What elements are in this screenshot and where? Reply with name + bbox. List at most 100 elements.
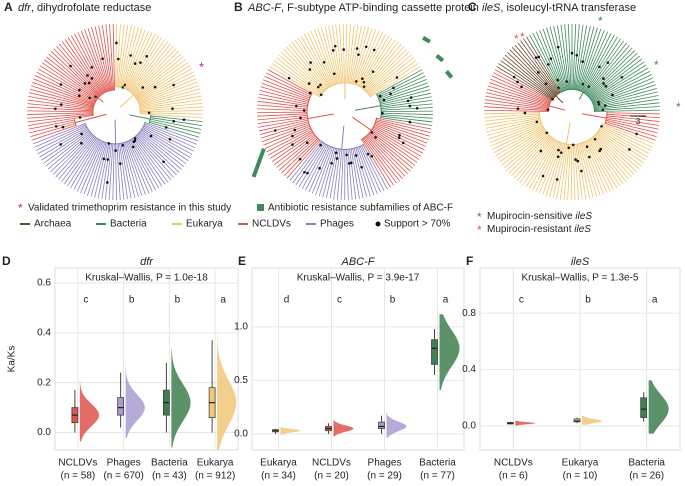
support-dot	[557, 46, 560, 49]
phylogenetic-tree	[27, 24, 203, 200]
count-label: (n = 34)	[261, 471, 296, 481]
tree-leaf	[501, 61, 554, 99]
tree-leaf	[56, 136, 94, 178]
support-dot	[537, 56, 540, 59]
support-dot	[291, 135, 294, 138]
group-letter: d	[284, 295, 290, 306]
group-letter: c	[337, 295, 342, 306]
phylogenetic-tree	[257, 24, 433, 200]
tree-leaf	[116, 24, 117, 87]
chart-title: ileS	[571, 256, 590, 268]
support-dot	[101, 57, 104, 60]
support-dot	[108, 142, 111, 145]
support-dot	[621, 76, 624, 79]
support-dot	[524, 112, 527, 115]
support-dot	[556, 178, 559, 181]
tree-leaf	[510, 50, 556, 96]
tree-leaf	[486, 119, 540, 132]
count-label: (n = 58)	[61, 471, 96, 481]
legend-text: Mupirocin-resistant ileS	[487, 224, 591, 235]
support-dot	[117, 58, 120, 61]
tree-leaf	[351, 26, 362, 84]
support-dot	[335, 152, 338, 155]
support-dot	[360, 166, 363, 169]
panel-label: E	[238, 254, 246, 268]
support-dot	[114, 149, 117, 152]
tree-branch	[129, 115, 150, 119]
tree-leaf	[368, 135, 408, 174]
tree-leaf	[595, 110, 660, 111]
tree-branch	[342, 126, 344, 150]
support-dot	[389, 93, 392, 96]
group-letter: a	[443, 295, 449, 306]
support-dot	[115, 42, 118, 45]
tree-leaf	[117, 144, 120, 200]
support-dot	[295, 105, 298, 108]
y-tick-label: 0.6	[37, 278, 51, 289]
support-dot	[334, 45, 337, 48]
tree-leaf	[137, 135, 176, 175]
support-dot	[333, 72, 336, 75]
support-dot	[598, 65, 601, 68]
x-tick-label: Phages	[107, 458, 141, 469]
support-dot	[306, 172, 309, 175]
group-letter: a	[652, 295, 658, 306]
support-dot	[171, 107, 174, 110]
tree-leaf	[511, 136, 549, 176]
support-dot	[134, 62, 137, 65]
annotation: Kruskal–Wallis, P = 1.0e-18	[85, 273, 208, 284]
support-dot	[575, 54, 578, 57]
tree-leaf	[116, 144, 117, 200]
count-label: (n = 77)	[420, 471, 455, 481]
legend-text: NCLDVs	[252, 219, 291, 230]
tree-branch	[98, 98, 103, 102]
tree-branch	[549, 106, 565, 110]
support-dot	[165, 126, 168, 129]
support-dot	[288, 77, 291, 80]
support-dot	[332, 49, 335, 52]
support-dot	[537, 71, 540, 74]
legend-prefix: Mupirocin-sensitive	[487, 211, 575, 222]
support-dot	[536, 120, 539, 123]
support-dot	[571, 52, 574, 55]
support-dot	[62, 126, 65, 129]
support-dot	[84, 82, 87, 85]
phylogenetic-tree	[484, 24, 660, 200]
gene-name: ABC-F	[247, 2, 282, 14]
tree-leaf	[305, 145, 328, 190]
support-dot	[80, 133, 83, 136]
support-dot	[560, 151, 563, 154]
support-dot	[409, 105, 412, 108]
tree-branch	[352, 117, 371, 130]
support-dot	[303, 171, 306, 174]
tree-branch	[355, 106, 381, 111]
annotation: Kruskal–Wallis, P = 3.9e-17	[297, 273, 420, 284]
support-dot	[78, 89, 81, 92]
legend-text: Eukarya	[186, 219, 223, 230]
panel-title: ABC-F, F-subtype ATP-binding cassette pr…	[247, 2, 479, 14]
support-dot	[588, 156, 591, 159]
count-label: (n = 912)	[195, 471, 235, 481]
group-letter: b	[129, 295, 135, 306]
support-dot	[162, 160, 165, 163]
support-dot	[91, 77, 94, 80]
gene-description: , isoleucyl-tRNA transferase	[500, 2, 636, 14]
x-tick-label: Eukarya	[197, 458, 234, 469]
tree-leaf	[595, 135, 634, 174]
support-dot	[517, 107, 520, 110]
abc-f-subfamily	[445, 70, 453, 79]
tree-leaf	[380, 90, 430, 103]
tree-leaf	[484, 114, 539, 117]
support-dot	[86, 74, 89, 77]
support-dot	[602, 77, 605, 80]
legend-star: *	[477, 210, 482, 224]
support-dot	[367, 153, 370, 156]
tree-branch	[582, 114, 607, 118]
support-dot	[540, 150, 543, 153]
legend-swatch	[257, 204, 264, 211]
x-tick-label: Bacteria	[628, 458, 665, 469]
tree-leaf	[140, 111, 203, 112]
support-dot	[356, 47, 359, 50]
y-tick-label: 0.0	[234, 429, 248, 440]
